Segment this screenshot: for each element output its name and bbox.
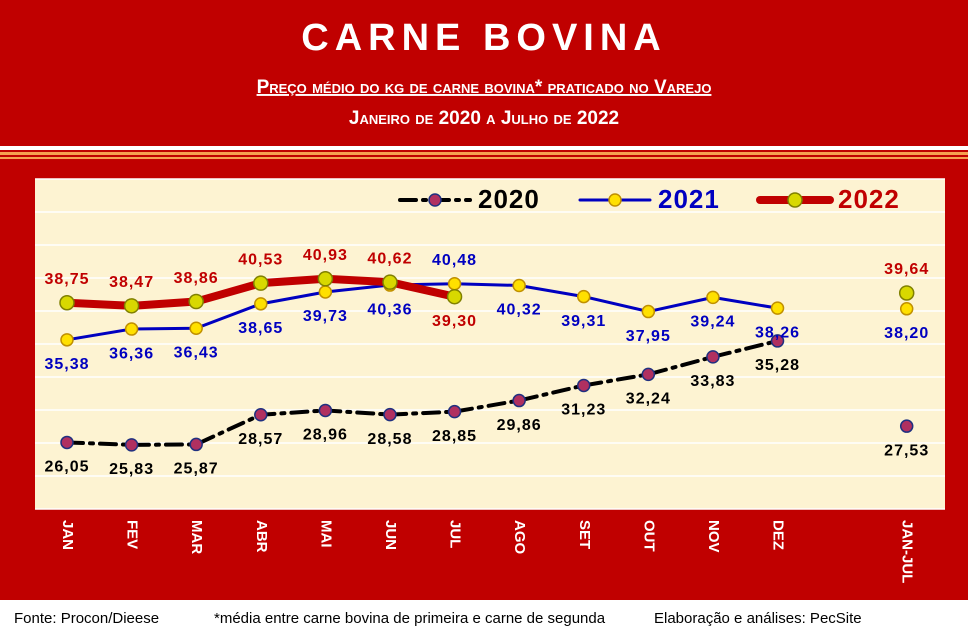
data-label: 38,26 xyxy=(755,324,800,341)
marker xyxy=(576,378,591,393)
marker xyxy=(512,393,526,408)
title: CARNE BOVINA xyxy=(301,17,666,59)
marker xyxy=(318,285,333,299)
marker xyxy=(382,274,398,290)
data-label: 29,86 xyxy=(497,417,542,434)
data-label: 32,24 xyxy=(626,391,671,408)
marker xyxy=(641,367,656,382)
x-tick-label: AGO xyxy=(511,520,528,555)
data-label: 37,95 xyxy=(626,328,671,345)
marker xyxy=(899,419,914,433)
marker xyxy=(188,293,204,310)
marker xyxy=(59,295,75,311)
data-label: 36,43 xyxy=(174,344,219,361)
marker xyxy=(318,403,333,418)
x-tick-label: FEV xyxy=(124,520,141,549)
marker xyxy=(317,271,334,287)
marker xyxy=(189,321,203,336)
x-tick-label: SET xyxy=(576,520,593,549)
legend-label: 2020 xyxy=(478,184,540,214)
data-label: 27,53 xyxy=(884,442,929,459)
data-label: 36,36 xyxy=(109,345,154,362)
marker xyxy=(512,278,526,293)
x-tick-label: DEZ xyxy=(770,520,787,550)
data-label: 28,57 xyxy=(238,431,283,448)
x-tick-label: JUL xyxy=(447,520,464,548)
credit: Elaboração e análises: PecSite xyxy=(654,610,862,627)
marker xyxy=(124,438,139,452)
divider xyxy=(0,146,968,150)
data-label: 40,62 xyxy=(367,250,412,267)
data-label: 38,75 xyxy=(44,271,89,288)
data-label: 26,05 xyxy=(44,459,89,476)
marker xyxy=(641,304,656,319)
divider xyxy=(0,152,968,155)
data-label: 28,96 xyxy=(303,427,348,444)
data-label: 40,32 xyxy=(497,302,542,319)
data-label: 39,64 xyxy=(884,261,929,278)
legend-marker xyxy=(787,192,803,208)
marker xyxy=(383,407,397,422)
marker xyxy=(253,275,269,291)
marker xyxy=(899,302,914,316)
legend-marker xyxy=(608,193,622,207)
data-label: 28,85 xyxy=(432,428,477,445)
data-label: 39,30 xyxy=(432,313,477,330)
period: Janeiro de 2020 a Julho de 2022 xyxy=(349,108,619,129)
x-tick-label: JUN xyxy=(382,520,399,550)
x-tick-label: MAI xyxy=(317,520,334,548)
marker xyxy=(254,297,268,311)
x-tick-label: JAN-JUL xyxy=(899,520,916,583)
marker xyxy=(770,301,785,315)
data-label: 39,73 xyxy=(303,308,348,325)
marker xyxy=(60,435,74,450)
data-label: 40,36 xyxy=(367,301,412,318)
data-label: 39,31 xyxy=(561,313,606,330)
data-label: 40,93 xyxy=(303,247,348,264)
x-tick-label: OUT xyxy=(640,520,657,552)
divider xyxy=(0,157,968,159)
x-tick-label: MAR xyxy=(188,520,205,554)
data-label: 40,48 xyxy=(432,252,477,269)
data-label: 35,38 xyxy=(44,356,89,373)
data-label: 25,87 xyxy=(174,461,219,478)
marker xyxy=(576,289,591,304)
legend-label: 2021 xyxy=(658,184,720,214)
source: Fonte: Procon/Dieese xyxy=(14,610,159,627)
marker xyxy=(189,437,203,452)
data-label: 38,47 xyxy=(109,274,154,291)
x-tick-label: ABR xyxy=(253,520,270,553)
data-label: 39,24 xyxy=(690,314,735,331)
marker xyxy=(447,404,462,419)
data-label: 31,23 xyxy=(561,402,606,419)
data-label: 35,28 xyxy=(755,357,800,374)
marker xyxy=(254,407,268,422)
subtitle: Preço médio do kg de carne bovina* prati… xyxy=(257,77,712,98)
data-label: 40,53 xyxy=(238,251,283,268)
x-tick-label: JAN xyxy=(59,520,76,550)
legend-label: 2022 xyxy=(838,184,900,214)
marker xyxy=(60,333,74,347)
marker xyxy=(446,288,463,305)
legend-marker xyxy=(428,193,442,207)
data-label: 28,58 xyxy=(367,431,412,448)
marker xyxy=(706,290,720,305)
x-tick-label: NOV xyxy=(705,520,722,553)
data-label: 33,83 xyxy=(690,373,735,390)
data-label: 25,83 xyxy=(109,461,154,478)
data-label: 38,20 xyxy=(884,325,929,342)
marker xyxy=(447,276,462,291)
marker xyxy=(123,298,140,314)
data-label: 38,65 xyxy=(238,320,283,337)
note: *média entre carne bovina de primeira e … xyxy=(214,610,606,627)
marker xyxy=(770,334,785,348)
data-label: 38,86 xyxy=(174,270,219,287)
marker xyxy=(898,285,915,301)
marker xyxy=(706,350,720,364)
marker xyxy=(124,322,139,336)
